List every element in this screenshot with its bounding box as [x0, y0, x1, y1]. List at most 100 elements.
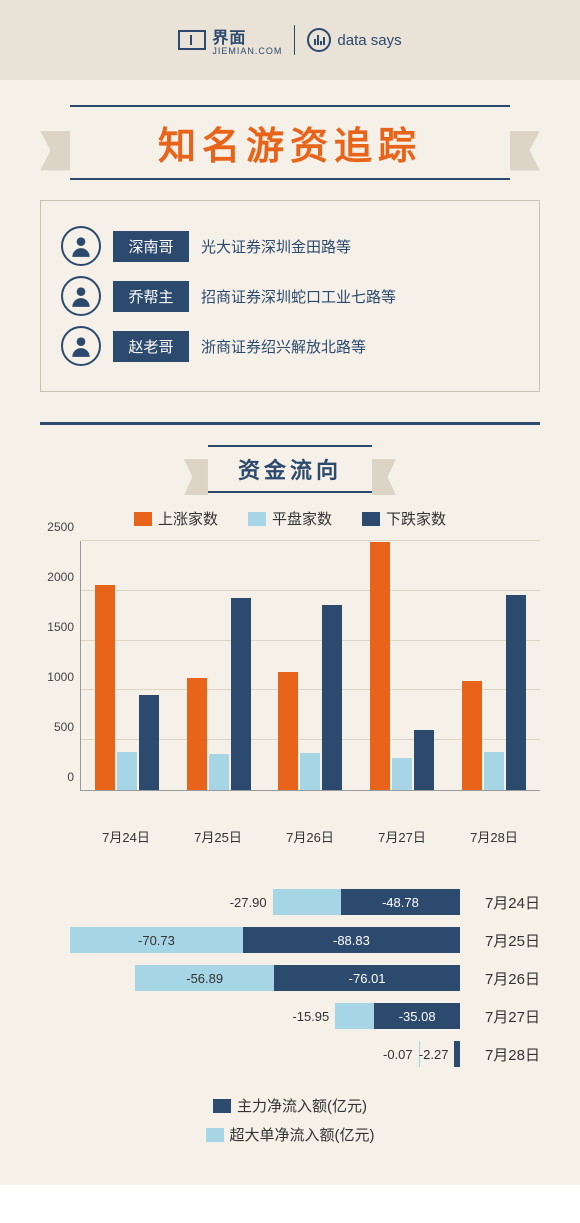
- section-separator: [40, 422, 540, 425]
- hbar-row: -0.07 -2.27 7月28日: [40, 1038, 540, 1070]
- avatar-icon: [61, 326, 101, 366]
- person-desc: 光大证券深圳金田路等: [201, 236, 351, 257]
- hbar-dark: [454, 1041, 460, 1067]
- hbar-dark: -35.08: [374, 1003, 460, 1029]
- hbar-area: -56.89-76.01: [40, 962, 460, 994]
- person-row: 赵老哥浙商证券绍兴解放北路等: [61, 326, 519, 366]
- datasays-icon: [307, 28, 331, 52]
- y-tick: 500: [54, 720, 74, 734]
- person-name: 赵老哥: [113, 331, 189, 362]
- logo-icon: [178, 30, 206, 50]
- legend-label: 主力净流入额(亿元): [237, 1095, 367, 1116]
- hbar-row: -70.73-88.837月25日: [40, 924, 540, 956]
- hbar-area: -0.07 -2.27: [40, 1038, 460, 1070]
- hbar-value-light: -0.07: [383, 1047, 413, 1062]
- y-axis: 05001000150020002500: [40, 541, 80, 791]
- bar: [414, 730, 434, 790]
- bar: [300, 753, 320, 790]
- ribbon-end-left: [184, 459, 208, 495]
- hbar-date: 7月24日: [460, 892, 540, 913]
- hbar-value-light: -27.90: [230, 895, 267, 910]
- bar: [117, 752, 137, 790]
- logo-sub-text: JIEMIAN.COM: [212, 46, 282, 56]
- bar: [484, 752, 504, 790]
- bar-group: [356, 541, 448, 790]
- x-label: 7月28日: [448, 821, 540, 846]
- hbar-date: 7月27日: [460, 1006, 540, 1027]
- hbar-value-dark: -2.27: [419, 1047, 449, 1062]
- people-list: 深南哥光大证券深圳金田路等乔帮主招商证券深圳蛇口工业七路等赵老哥浙商证券绍兴解放…: [40, 200, 540, 392]
- hbar-dark: -48.78: [341, 889, 460, 915]
- person-name: 乔帮主: [113, 281, 189, 312]
- section-title-wrap: 资金流向: [0, 445, 580, 493]
- legend-item: 超大单净流入额(亿元): [206, 1124, 375, 1145]
- x-label: 7月24日: [80, 821, 172, 846]
- bar: [278, 672, 298, 790]
- legend-item: 主力净流入额(亿元): [213, 1095, 367, 1116]
- y-tick: 2000: [47, 570, 74, 584]
- chart2-legend: 主力净流入额(亿元) 超大单净流入额(亿元): [0, 1095, 580, 1145]
- logo-main-text: 界面: [212, 30, 246, 47]
- hbar-row: -15.95 -35.087月27日: [40, 1000, 540, 1032]
- x-label: 7月25日: [172, 821, 264, 846]
- infographic-page: 界面 JIEMIAN.COM data says 知名游资追踪 深南哥光大证券深…: [0, 0, 580, 1185]
- hbar-dark: -88.83: [243, 927, 460, 953]
- swatch: [248, 512, 266, 526]
- horizontal-bar-chart: -27.90-48.787月24日-70.73-88.837月25日-56.89…: [40, 886, 540, 1070]
- bar: [370, 542, 390, 790]
- legend-label: 平盘家数: [272, 508, 332, 529]
- hbar-date: 7月28日: [460, 1044, 540, 1065]
- x-label: 7月26日: [264, 821, 356, 846]
- legend-label: 超大单净流入额(亿元): [230, 1124, 375, 1145]
- bar: [392, 758, 412, 790]
- swatch: [134, 512, 152, 526]
- person-desc: 浙商证券绍兴解放北路等: [201, 336, 366, 357]
- avatar-icon: [61, 276, 101, 316]
- hbar-date: 7月25日: [460, 930, 540, 951]
- x-label: 7月27日: [356, 821, 448, 846]
- y-tick: 2500: [47, 520, 74, 534]
- legend-item: 上涨家数: [134, 508, 218, 529]
- bar-group: [173, 541, 265, 790]
- header: 界面 JIEMIAN.COM data says: [0, 0, 580, 80]
- x-axis: 7月24日7月25日7月26日7月27日7月28日: [80, 821, 540, 846]
- person-row: 深南哥光大证券深圳金田路等: [61, 226, 519, 266]
- grouped-bar-chart: 上涨家数平盘家数下跌家数 05001000150020002500 7月24日7…: [40, 508, 540, 846]
- bar: [462, 681, 482, 790]
- y-tick: 1000: [47, 670, 74, 684]
- person-desc: 招商证券深圳蛇口工业七路等: [201, 286, 396, 307]
- section-title: 资金流向: [238, 458, 342, 483]
- bar: [231, 598, 251, 790]
- bar-group: [265, 541, 357, 790]
- chart1-legend: 上涨家数平盘家数下跌家数: [40, 508, 540, 529]
- bar-group: [448, 541, 540, 790]
- hbar-light: -70.73: [70, 927, 243, 953]
- bar: [139, 695, 159, 790]
- hbar-light: [335, 1003, 374, 1029]
- page-title: 知名游资追踪: [158, 126, 422, 168]
- bar: [187, 678, 207, 790]
- ribbon-end-right: [372, 459, 396, 495]
- hbar-light: [273, 889, 341, 915]
- hbar-date: 7月26日: [460, 968, 540, 989]
- y-tick: 0: [67, 770, 74, 784]
- bar: [506, 595, 526, 790]
- bar-group: [81, 541, 173, 790]
- header-divider: [294, 25, 295, 55]
- swatch: [362, 512, 380, 526]
- person-name: 深南哥: [113, 231, 189, 262]
- bar: [209, 754, 229, 790]
- bar: [322, 605, 342, 790]
- legend-label: 上涨家数: [158, 508, 218, 529]
- ribbon-end-right: [510, 131, 540, 171]
- chart1-plot: [80, 541, 540, 791]
- ribbon-end-left: [40, 131, 70, 171]
- avatar-icon: [61, 226, 101, 266]
- hbar-value-light: -15.95: [292, 1009, 329, 1024]
- hbar-area: -27.90 -48.78: [40, 886, 460, 918]
- datasays-text: data says: [337, 32, 401, 49]
- legend-item: 平盘家数: [248, 508, 332, 529]
- bar: [95, 585, 115, 790]
- datasays-logo: data says: [307, 28, 401, 52]
- title-ribbon: 知名游资追踪: [40, 105, 540, 180]
